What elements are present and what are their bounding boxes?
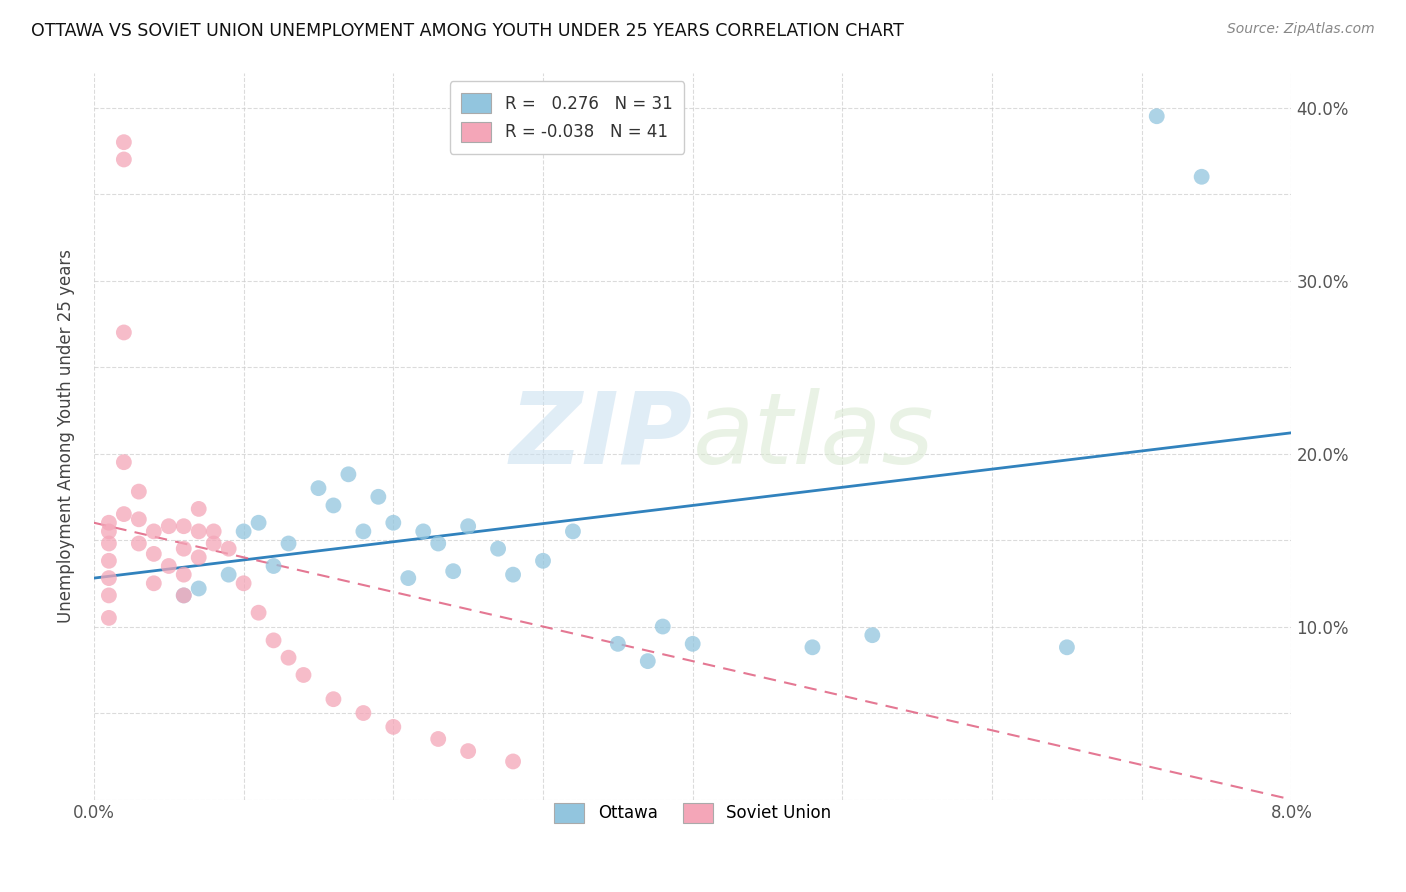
Text: Source: ZipAtlas.com: Source: ZipAtlas.com bbox=[1227, 22, 1375, 37]
Point bbox=[232, 576, 254, 591]
Text: ZIP: ZIP bbox=[510, 388, 693, 484]
Point bbox=[97, 571, 120, 585]
Point bbox=[396, 571, 419, 585]
Point bbox=[427, 536, 450, 550]
Point bbox=[157, 559, 180, 574]
Point bbox=[486, 541, 509, 556]
Point bbox=[801, 640, 824, 655]
Point bbox=[367, 490, 389, 504]
Text: OTTAWA VS SOVIET UNION UNEMPLOYMENT AMONG YOUTH UNDER 25 YEARS CORRELATION CHART: OTTAWA VS SOVIET UNION UNEMPLOYMENT AMON… bbox=[31, 22, 904, 40]
Point bbox=[308, 481, 330, 495]
Point bbox=[352, 706, 374, 720]
Point bbox=[860, 628, 883, 642]
Point bbox=[218, 567, 240, 582]
Point bbox=[637, 654, 659, 668]
Point bbox=[1056, 640, 1078, 655]
Point bbox=[382, 516, 405, 530]
Point bbox=[263, 633, 285, 648]
Point bbox=[187, 502, 209, 516]
Point bbox=[173, 588, 195, 602]
Point bbox=[441, 564, 464, 578]
Point bbox=[352, 524, 374, 539]
Point bbox=[173, 519, 195, 533]
Text: atlas: atlas bbox=[693, 388, 935, 484]
Point bbox=[682, 637, 704, 651]
Point bbox=[457, 744, 479, 758]
Point bbox=[97, 524, 120, 539]
Point bbox=[97, 588, 120, 602]
Point bbox=[651, 619, 673, 633]
Legend: Ottawa, Soviet Union: Ottawa, Soviet Union bbox=[543, 791, 842, 835]
Point bbox=[561, 524, 583, 539]
Point bbox=[187, 524, 209, 539]
Point bbox=[337, 467, 360, 482]
Point bbox=[322, 692, 344, 706]
Point bbox=[142, 576, 165, 591]
Point bbox=[112, 455, 135, 469]
Point bbox=[187, 582, 209, 596]
Point bbox=[97, 516, 120, 530]
Point bbox=[412, 524, 434, 539]
Point bbox=[202, 536, 225, 550]
Point bbox=[277, 650, 299, 665]
Point bbox=[97, 611, 120, 625]
Point bbox=[112, 326, 135, 340]
Point bbox=[112, 135, 135, 149]
Point bbox=[218, 541, 240, 556]
Y-axis label: Unemployment Among Youth under 25 years: Unemployment Among Youth under 25 years bbox=[58, 249, 75, 624]
Point bbox=[292, 668, 315, 682]
Point bbox=[97, 536, 120, 550]
Point bbox=[173, 588, 195, 602]
Point bbox=[531, 554, 554, 568]
Point bbox=[247, 606, 270, 620]
Point bbox=[1191, 169, 1213, 184]
Point bbox=[112, 153, 135, 167]
Point bbox=[606, 637, 628, 651]
Point bbox=[128, 536, 150, 550]
Point bbox=[187, 550, 209, 565]
Point bbox=[128, 484, 150, 499]
Point bbox=[112, 507, 135, 521]
Point bbox=[277, 536, 299, 550]
Point bbox=[427, 731, 450, 746]
Point bbox=[502, 755, 524, 769]
Point bbox=[247, 516, 270, 530]
Point bbox=[202, 524, 225, 539]
Point bbox=[263, 559, 285, 574]
Point bbox=[97, 554, 120, 568]
Point bbox=[142, 547, 165, 561]
Point bbox=[502, 567, 524, 582]
Point bbox=[128, 512, 150, 526]
Point bbox=[173, 567, 195, 582]
Point bbox=[142, 524, 165, 539]
Point bbox=[157, 519, 180, 533]
Point bbox=[382, 720, 405, 734]
Point bbox=[322, 499, 344, 513]
Point bbox=[457, 519, 479, 533]
Point bbox=[173, 541, 195, 556]
Point bbox=[1146, 109, 1168, 123]
Point bbox=[232, 524, 254, 539]
